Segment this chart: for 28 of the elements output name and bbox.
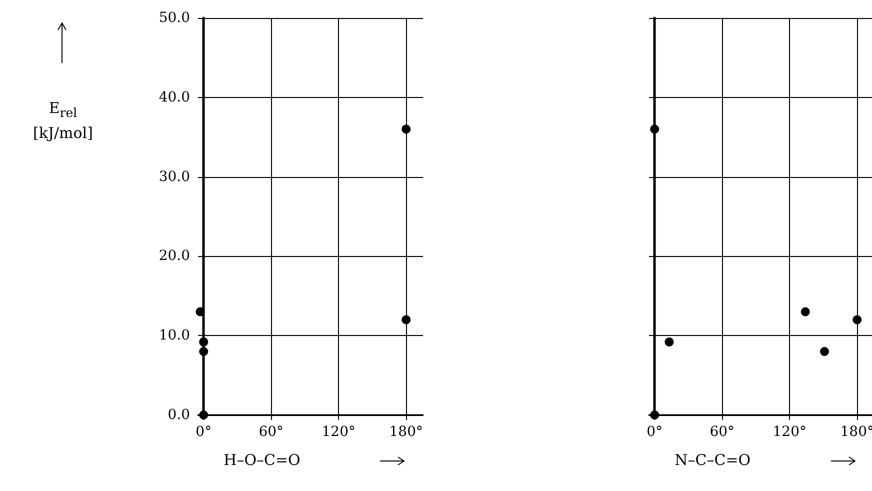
x-tick-label: 0° bbox=[196, 424, 212, 440]
point bbox=[199, 337, 208, 346]
y-tick-label: 50.0 bbox=[158, 10, 190, 26]
x-axis-title: H–O–C=O bbox=[224, 451, 300, 469]
x-tick-label: 0° bbox=[646, 424, 663, 440]
point bbox=[650, 410, 660, 420]
point bbox=[852, 315, 862, 324]
point bbox=[199, 346, 208, 356]
point bbox=[196, 307, 205, 316]
x-tick-label: 180° bbox=[389, 424, 423, 440]
x-tick-label: 60° bbox=[258, 424, 284, 440]
point bbox=[199, 410, 208, 420]
y-tick-label: 30.0 bbox=[158, 168, 190, 185]
x-tick-label: 120° bbox=[322, 424, 356, 440]
y-tick-label: 40.0 bbox=[158, 89, 190, 106]
y-tick-label: 10.0 bbox=[158, 328, 190, 344]
point bbox=[402, 315, 411, 324]
y-tick-label: 0.0 bbox=[168, 407, 190, 423]
y-tick-label: 20.0 bbox=[158, 248, 190, 264]
point bbox=[800, 307, 810, 316]
point bbox=[402, 124, 411, 134]
x-axis-title: N–C–C=O bbox=[674, 451, 751, 469]
x-tick-label: 120° bbox=[772, 424, 806, 440]
point bbox=[650, 124, 660, 134]
point bbox=[664, 337, 674, 346]
point bbox=[820, 346, 829, 356]
y-axis-title: E$_{rel}$ [kJ/mol] bbox=[32, 98, 94, 143]
x-tick-label: 60° bbox=[710, 424, 735, 440]
